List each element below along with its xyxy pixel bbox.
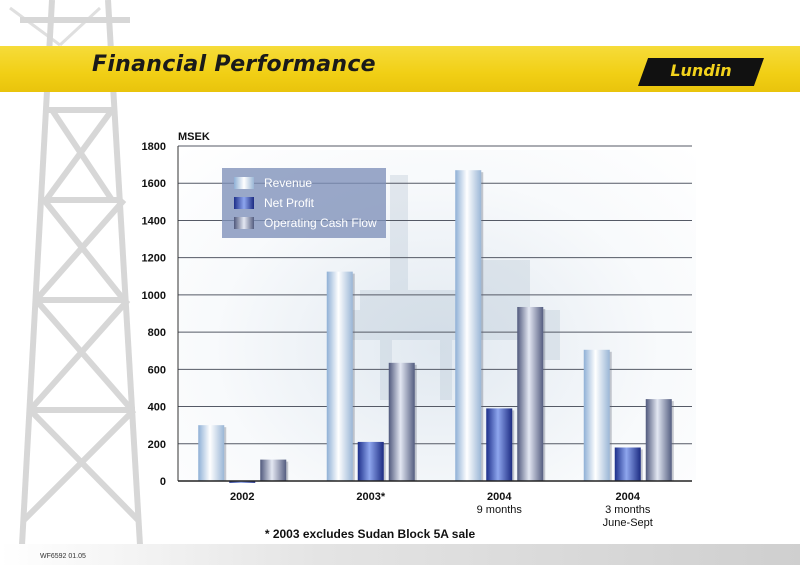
legend-label-revenue: Revenue [264,176,313,190]
x-category-label: June-Sept [603,517,653,529]
company-logo: Lundin [638,58,764,86]
bar-revenue [198,425,225,481]
footer-band [0,544,800,565]
chart-legend: Revenue Net Profit Operating Cash Flow [222,168,386,238]
bar-net-profit [229,481,256,483]
page-title: Financial Performance [92,52,376,77]
x-category-label: 2004 [616,491,641,503]
y-tick-label: 1600 [142,178,166,190]
bar-revenue [326,271,353,481]
logo-text: Lundin [670,61,732,80]
bar-net-profit [357,441,384,481]
y-tick-label: 600 [148,364,166,376]
bar-net-profit [614,447,641,481]
x-category-label: 2002 [230,491,254,503]
legend-swatch-revenue [234,177,254,189]
axes: 0 200 400 600 800 1000 1200 1400 1600 1800 MSEK 200… [142,131,692,529]
legend-item-operating-cash-flow: Operating Cash Flow [234,215,377,231]
bar-revenue [583,349,610,481]
y-tick-label: 200 [148,439,166,451]
legend-swatch-net-profit [234,197,254,209]
legend-swatch-operating-cash-flow [234,217,254,229]
x-category-label: 9 months [477,504,523,516]
y-tick-label: 800 [148,327,166,339]
x-category-label: 2004 [487,491,512,503]
y-tick-label: 0 [160,476,166,488]
chart-footnote: * 2003 excludes Sudan Block 5A sale [264,527,476,541]
x-category-label: 2003* [356,491,385,503]
logo-plate [638,58,764,86]
y-tick-label: 1200 [142,253,166,265]
bar-revenue [455,170,482,481]
bar-operating-cash-flow [260,459,287,481]
bars [198,170,674,483]
y-tick-label: 1000 [142,290,166,302]
y-tick-label: 400 [148,402,166,414]
legend-label-operating-cash-flow: Operating Cash Flow [264,216,377,230]
y-axis-title: MSEK [178,131,210,143]
bar-operating-cash-flow [645,399,672,481]
bar-operating-cash-flow [517,306,544,481]
document-reference-code: WF6592 01.05 [40,553,86,560]
bar-operating-cash-flow [388,362,415,481]
y-tick-label: 1800 [142,141,166,153]
x-category-label: 3 months [605,504,651,516]
legend-item-revenue: Revenue [234,175,312,191]
legend-item-net-profit: Net Profit [234,195,314,211]
legend-label-net-profit: Net Profit [264,196,315,210]
bar-net-profit [486,408,513,481]
y-tick-label: 1400 [142,215,166,227]
